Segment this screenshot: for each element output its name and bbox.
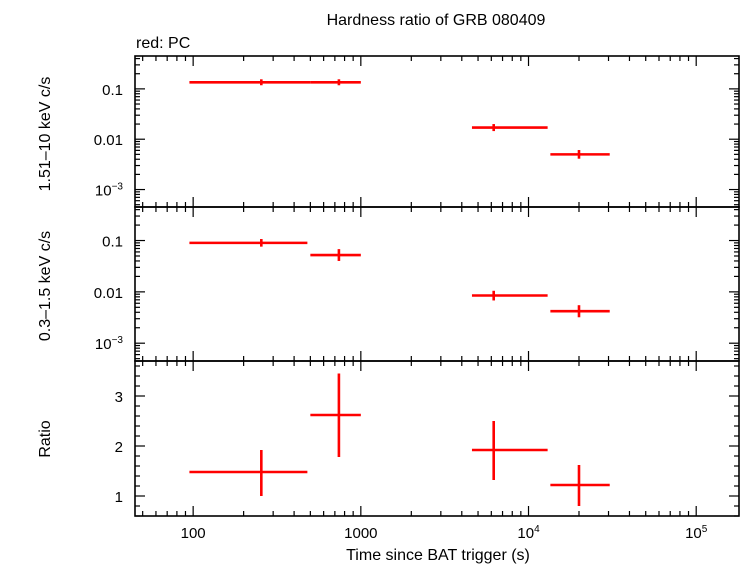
x-axis-label: Time since BAT trigger (s): [346, 547, 530, 564]
panel-2-frame: [134, 206, 740, 362]
x-tick-label: 104: [517, 524, 540, 542]
panel-2-y-tick-label: 0.1: [102, 234, 123, 251]
panel-2-y-tick-label: 10−3: [95, 335, 124, 353]
panel-3-frame: [134, 360, 740, 517]
panel-1-frame: [134, 55, 740, 208]
panel-1-y-tick-label: 0.1: [102, 82, 123, 99]
panel-3-y-tick-label: 3: [115, 389, 123, 406]
chart-title: Hardness ratio of GRB 080409: [327, 12, 546, 29]
legend-label: red: PC: [136, 35, 190, 52]
panel-3-y-tick-label: 2: [115, 439, 123, 456]
panel-3-y-tick-label: 1: [115, 489, 123, 506]
panel-1-y-tick-label: 10−3: [95, 182, 124, 200]
panel-1-y-tick-label: 0.01: [94, 132, 123, 149]
panel-1-y-axis-label: 1.51–10 keV c/s: [37, 77, 54, 192]
panel-2-y-axis-label: 0.3–1.5 keV c/s: [37, 231, 54, 341]
panel-2-y-tick-label: 0.01: [94, 285, 123, 302]
panel-3-y-axis-label: Ratio: [37, 420, 54, 457]
plot-area: 0.1 0.01 10−3 0.1 0.01 10−3 1 2 3 100 1000 104 105: [94, 55, 740, 542]
x-tick-label: 1000: [344, 525, 377, 542]
x-tick-label: 105: [685, 524, 708, 542]
x-tick-label: 100: [181, 525, 206, 542]
